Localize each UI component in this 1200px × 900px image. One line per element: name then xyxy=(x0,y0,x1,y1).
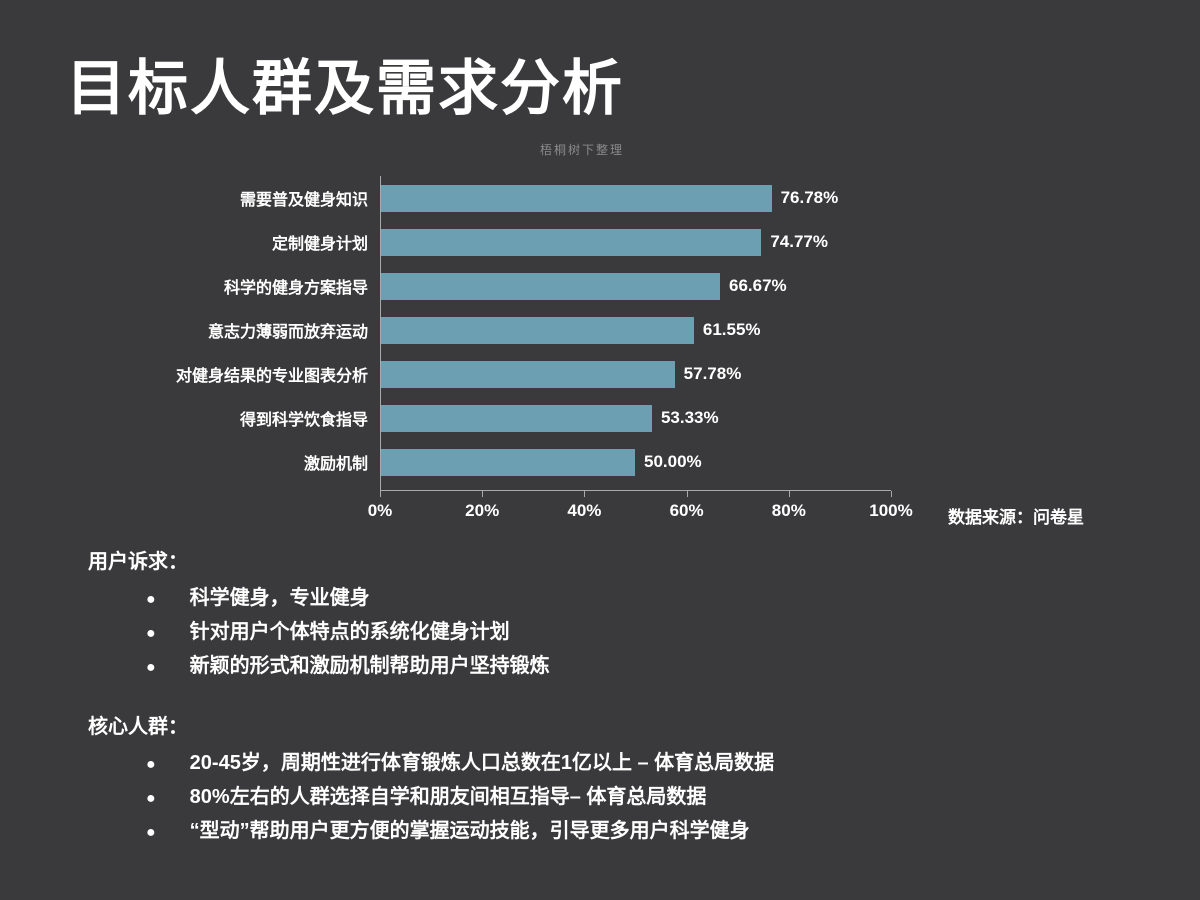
bar-category-label: 科学的健身方案指导 xyxy=(223,280,368,297)
bar xyxy=(380,228,762,256)
x-axis-tick-mark xyxy=(686,491,688,497)
x-axis-line xyxy=(380,490,892,497)
bar-value-label: 66.67% xyxy=(729,276,787,295)
bar xyxy=(380,448,635,476)
list-item-text: 科学健身，专业健身 xyxy=(189,587,370,609)
bullet-icon: ● xyxy=(146,659,156,676)
list-item: ● 新颖的形式和激励机制帮助用户坚持锻炼 xyxy=(88,650,550,684)
bullet-icon: ● xyxy=(146,824,156,841)
bullet-icon: ● xyxy=(146,591,156,608)
bar xyxy=(380,404,652,432)
x-axis-tick-label: 0% xyxy=(367,501,393,520)
bar-category-label: 得到科学饮食指导 xyxy=(239,412,368,429)
bar-category-label: 对健身结果的专业图表分析 xyxy=(175,368,368,385)
bar-area: 57.78% xyxy=(380,360,940,388)
bar-chart: 需要普及健身知识 76.78% 定制健身计划 74.77% 科学的健身方案指导 66.67… xyxy=(80,176,980,525)
watermark-text: 梧桐树下整理 xyxy=(540,143,625,157)
bar xyxy=(380,272,721,300)
list-item: ● 20-45岁，周期性进行体育锻炼人口总数在1亿以上 – 体育总局数据 xyxy=(88,747,774,781)
x-axis-tick-mark xyxy=(788,491,790,497)
bar xyxy=(380,184,772,212)
bar-area: 53.33% xyxy=(380,404,940,432)
list-item-text: 20-45岁，周期性进行体育锻炼人口总数在1亿以上 – 体育总局数据 xyxy=(189,752,775,774)
data-source-label: 数据来源：问卷星 xyxy=(948,508,1084,527)
user-demands-heading: 用户诉求： xyxy=(88,551,188,573)
bar-area: 61.55% xyxy=(380,316,940,344)
chart-row: 对健身结果的专业图表分析 57.78% xyxy=(80,352,980,396)
bar-area: 74.77% xyxy=(380,228,940,256)
user-demands-list: ● 科学健身，专业健身 ● 针对用户个体特点的系统化健身计划 ● 新颖的形式和激励机制… xyxy=(88,582,550,684)
bar-value-label: 76.78% xyxy=(780,188,839,207)
y-axis-line xyxy=(380,176,381,490)
chart-row: 定制健身计划 74.77% xyxy=(80,220,980,264)
list-item: ● 针对用户个体特点的系统化健身计划 xyxy=(88,616,550,650)
bar-category-label: 意志力薄弱而放弃运动 xyxy=(207,324,368,341)
list-item: ● 科学健身，专业健身 xyxy=(88,582,550,616)
bar-chart-rows: 需要普及健身知识 76.78% 定制健身计划 74.77% 科学的健身方案指导 66.67… xyxy=(80,176,980,484)
bar-value-label: 57.78% xyxy=(683,364,742,383)
list-item-text: “型动”帮助用户更方便的掌握运动技能，引导更多用户科学健身 xyxy=(189,820,750,842)
bar-value-label: 61.55% xyxy=(702,320,761,339)
chart-row: 意志力薄弱而放弃运动 61.55% xyxy=(80,308,980,352)
x-axis-tick-label: 40% xyxy=(567,501,602,520)
bar-area: 50.00% xyxy=(380,448,940,476)
bullet-icon: ● xyxy=(146,756,156,773)
list-item-text: 新颖的形式和激励机制帮助用户坚持锻炼 xyxy=(189,655,550,677)
x-axis-tick-label: 80% xyxy=(771,501,806,520)
bar xyxy=(380,316,694,344)
chart-row: 科学的健身方案指导 66.67% xyxy=(80,264,980,308)
bar xyxy=(380,360,675,388)
core-population-list: ● 20-45岁，周期性进行体育锻炼人口总数在1亿以上 – 体育总局数据 ● 80%… xyxy=(88,747,774,849)
x-axis-tick-labels: 0% 20% 40% 60% 80% 100% xyxy=(368,491,913,525)
core-population-section: 核心人群： ● 20-45岁，周期性进行体育锻炼人口总数在1亿以上 – 体育总局数… xyxy=(88,710,774,849)
chart-row: 得到科学饮食指导 53.33% xyxy=(80,396,980,440)
list-item-text: 针对用户个体特点的系统化健身计划 xyxy=(189,621,510,643)
chart-row: 激励机制 50.00% xyxy=(80,440,980,484)
bullet-icon: ● xyxy=(146,625,156,642)
bar-area: 76.78% xyxy=(380,184,940,212)
user-demands-section: 用户诉求： ● 科学健身，专业健身 ● 针对用户个体特点的系统化健身计划 ● 新颖的形… xyxy=(88,545,550,684)
bullet-icon: ● xyxy=(146,790,156,807)
bar-category-label: 激励机制 xyxy=(303,456,368,473)
chart-row: 需要普及健身知识 76.78% xyxy=(80,176,980,220)
x-axis-tick-label: 20% xyxy=(465,501,500,520)
bar-value-label: 53.33% xyxy=(660,408,719,427)
x-axis-tick-label: 60% xyxy=(669,501,704,520)
bar-value-label: 74.77% xyxy=(770,232,828,251)
x-axis-tick-label: 100% xyxy=(869,501,913,520)
page-title: 目标人群及需求分析 xyxy=(66,55,624,122)
bar-area: 66.67% xyxy=(380,272,940,300)
bar-value-label: 50.00% xyxy=(644,452,702,471)
list-item-text: 80%左右的人群选择自学和朋友间相互指导– 体育总局数据 xyxy=(189,786,707,808)
x-axis-tick-mark xyxy=(584,491,586,497)
x-axis-tick-mark xyxy=(482,491,484,497)
bar-category-label: 需要普及健身知识 xyxy=(239,192,368,209)
list-item: ● “型动”帮助用户更方便的掌握运动技能，引导更多用户科学健身 xyxy=(88,815,774,849)
x-axis-tick-mark xyxy=(380,491,381,497)
bar-category-label: 定制健身计划 xyxy=(271,236,368,253)
x-axis-tick-mark xyxy=(891,491,892,497)
core-population-heading: 核心人群： xyxy=(88,716,188,738)
list-item: ● 80%左右的人群选择自学和朋友间相互指导– 体育总局数据 xyxy=(88,781,774,815)
